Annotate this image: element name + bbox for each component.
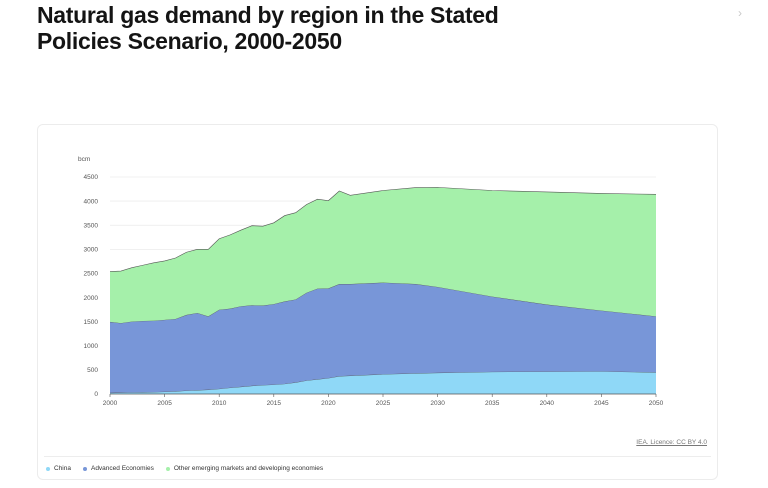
y-tick-label: 2000 xyxy=(84,295,99,302)
legend-label-other: Other emerging markets and developing ec… xyxy=(173,465,324,472)
y-tick-label: 1500 xyxy=(84,319,99,326)
x-tick-label: 2050 xyxy=(649,400,664,407)
y-tick-label: 0 xyxy=(94,391,98,398)
legend-item-advanced[interactable]: Advanced Economies xyxy=(82,465,154,472)
y-tick-label: 3500 xyxy=(84,222,99,229)
area-advanced[interactable] xyxy=(110,282,656,393)
x-tick-label: 2020 xyxy=(321,400,336,407)
area-china[interactable] xyxy=(110,371,656,394)
x-tick-label: 2005 xyxy=(157,400,172,407)
x-tick-label: 2045 xyxy=(594,400,609,407)
page-title: Natural gas demand by region in the Stat… xyxy=(37,2,499,54)
x-tick-label: 2035 xyxy=(485,400,500,407)
y-tick-label: 4500 xyxy=(84,174,99,181)
license-link[interactable]: IEA. Licence: CC BY 4.0 xyxy=(636,439,707,446)
legend-swatch-other xyxy=(165,466,170,471)
x-tick-label: 2040 xyxy=(540,400,555,407)
y-tick-label: 2500 xyxy=(84,271,99,278)
area-other[interactable] xyxy=(110,187,656,324)
legend-swatch-china xyxy=(46,466,50,471)
y-tick-label: 1000 xyxy=(84,343,99,350)
legend-item-china[interactable]: China xyxy=(46,465,71,472)
divider xyxy=(44,456,711,457)
chevron-right-icon[interactable]: › xyxy=(738,6,742,20)
legend-label-china: China xyxy=(54,465,71,472)
x-tick-label: 2030 xyxy=(430,400,445,407)
legend-item-other[interactable]: Other emerging markets and developing ec… xyxy=(165,465,324,472)
legend-swatch-advanced xyxy=(82,466,87,471)
x-tick-label: 2000 xyxy=(103,400,118,407)
y-tick-label: 500 xyxy=(87,367,98,374)
y-tick-label: 3000 xyxy=(84,247,99,254)
chart-svg: bcm 0 500 1000 1500 2000 2500 3000 3500 4000 4500 2… xyxy=(78,156,664,407)
x-tick-label: 2025 xyxy=(376,400,391,407)
x-tick-label: 2015 xyxy=(267,400,282,407)
legend-label-advanced: Advanced Economies xyxy=(90,465,154,472)
chart-card: bcm 0 500 1000 1500 2000 2500 3000 3500 4000 4500 2… xyxy=(37,124,718,480)
y-tick-label: 4000 xyxy=(84,198,99,205)
legend: China Advanced Economies Other emerging … xyxy=(46,465,323,472)
area-outline-other xyxy=(109,187,657,272)
y-axis-label: bcm xyxy=(78,156,90,163)
x-tick-label: 2010 xyxy=(212,400,227,407)
